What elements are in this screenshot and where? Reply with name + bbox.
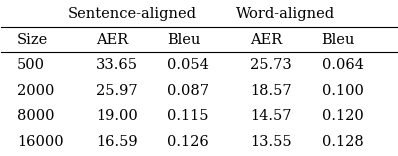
Text: 16.59: 16.59	[96, 135, 138, 149]
Text: 25.73: 25.73	[250, 58, 292, 72]
Text: 18.57: 18.57	[250, 84, 292, 98]
Text: Word-aligned: Word-aligned	[236, 7, 336, 21]
Text: Sentence-aligned: Sentence-aligned	[67, 7, 196, 21]
Text: 0.100: 0.100	[322, 84, 363, 98]
Text: 2000: 2000	[17, 84, 55, 98]
Text: 0.087: 0.087	[168, 84, 209, 98]
Text: 0.054: 0.054	[168, 58, 209, 72]
Text: 19.00: 19.00	[96, 109, 138, 123]
Text: 0.064: 0.064	[322, 58, 363, 72]
Text: 0.126: 0.126	[168, 135, 209, 149]
Text: 8000: 8000	[17, 109, 55, 123]
Text: 0.128: 0.128	[322, 135, 363, 149]
Text: 500: 500	[17, 58, 45, 72]
Text: AER: AER	[250, 33, 283, 47]
Text: Bleu: Bleu	[322, 33, 355, 47]
Text: Size: Size	[17, 33, 49, 47]
Text: 0.115: 0.115	[168, 109, 209, 123]
Text: 16000: 16000	[17, 135, 64, 149]
Text: 14.57: 14.57	[250, 109, 292, 123]
Text: 25.97: 25.97	[96, 84, 138, 98]
Text: AER: AER	[96, 33, 129, 47]
Text: 33.65: 33.65	[96, 58, 138, 72]
Text: Bleu: Bleu	[168, 33, 201, 47]
Text: 13.55: 13.55	[250, 135, 292, 149]
Text: 0.120: 0.120	[322, 109, 363, 123]
